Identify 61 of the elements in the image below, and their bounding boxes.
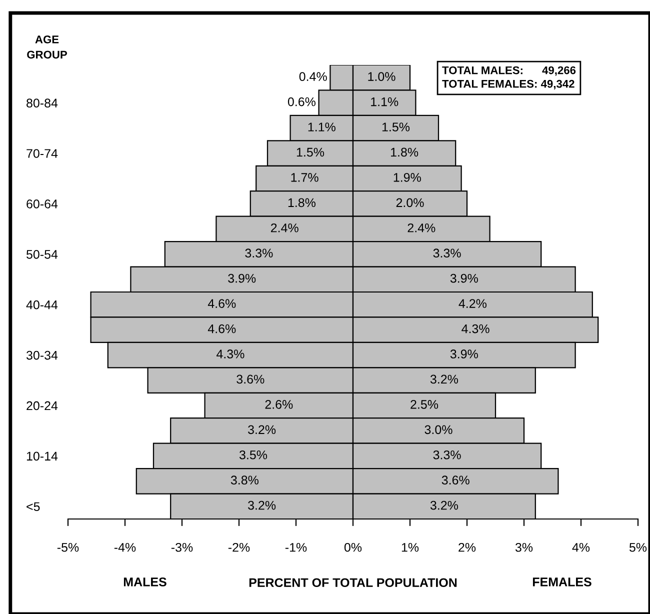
- x-tick-label: 5%: [629, 542, 647, 552]
- data-label: 2.0%: [396, 198, 424, 208]
- x-axis-title: PERCENT OF TOTAL POPULATION: [249, 578, 457, 588]
- data-label: 1.8%: [391, 148, 418, 157]
- data-label: 3.3%: [245, 248, 273, 258]
- data-label: 2.5%: [410, 400, 438, 409]
- data-label: 3.6%: [442, 476, 470, 485]
- data-label: 3.0%: [424, 425, 452, 434]
- data-label: 4.6%: [208, 299, 236, 308]
- data-label: 3.2%: [248, 500, 276, 510]
- x-tick-label: 2%: [458, 542, 476, 552]
- data-label: 1.0%: [368, 72, 396, 81]
- x-tick-label: -1%: [285, 542, 307, 552]
- data-label: 0.6%: [288, 97, 316, 106]
- y-tick-label: <5: [26, 502, 40, 512]
- data-label: 4.2%: [458, 299, 486, 308]
- data-label: 3.9%: [450, 350, 478, 358]
- data-label: 4.3%: [462, 324, 490, 334]
- x-tick-label: 0%: [344, 542, 362, 552]
- data-label: 2.4%: [270, 223, 298, 232]
- data-label: 3.6%: [236, 374, 264, 384]
- y-tick-label: 10-14: [26, 452, 58, 461]
- y-tick-label: 50-54: [26, 250, 58, 259]
- data-label: 3.3%: [433, 450, 461, 460]
- y-tick-label: 30-34: [26, 350, 58, 360]
- data-label: 1.5%: [382, 122, 410, 132]
- x-tick-label: 1%: [402, 542, 419, 552]
- data-label: 1.1%: [308, 122, 336, 132]
- y-tick-label: 40-44: [26, 300, 58, 310]
- y-tick-label: 60-64: [26, 200, 58, 208]
- data-label: 3.5%: [239, 450, 268, 460]
- data-label: 2.6%: [265, 400, 293, 409]
- x-tick-label: -2%: [228, 542, 250, 552]
- data-label: 3.9%: [450, 274, 478, 283]
- data-label: 3.2%: [430, 500, 458, 510]
- data-label: 0.4%: [299, 72, 327, 81]
- data-label: 2.4%: [408, 223, 436, 232]
- data-label: 4.6%: [208, 324, 236, 334]
- data-label: 4.3%: [216, 350, 244, 358]
- y-tick-label: 80-84: [26, 98, 58, 108]
- text: MALES: [124, 578, 166, 586]
- data-label: 3.8%: [230, 476, 258, 485]
- x-tick-label: 4%: [572, 542, 590, 552]
- data-label: 1.7%: [291, 173, 318, 182]
- data-label: 3.3%: [433, 248, 461, 258]
- data-label: 3.2%: [248, 425, 276, 434]
- x-tick-label: -5%: [57, 542, 79, 552]
- y-axis-title: AGE GROUP: [27, 36, 67, 59]
- data-label: 1.9%: [394, 173, 421, 182]
- y-tick-label: 20-24: [26, 401, 58, 410]
- data-label: 3.2%: [430, 374, 458, 384]
- data-label: 3.9%: [228, 274, 256, 283]
- x-tick-label: 3%: [515, 542, 533, 552]
- data-label: 1.8%: [288, 198, 316, 208]
- y-tick-label: 70-74: [26, 149, 58, 158]
- data-label: 1.1%: [371, 97, 398, 106]
- x-tick-label: -4%: [114, 542, 136, 552]
- annotation: TOTAL MALES: 49,266 TOTAL FEMALES: 49,342: [442, 66, 576, 90]
- text: FEMALES: [532, 578, 592, 586]
- data-label: 1.5%: [296, 148, 324, 157]
- x-tick-label: -3%: [171, 542, 193, 552]
